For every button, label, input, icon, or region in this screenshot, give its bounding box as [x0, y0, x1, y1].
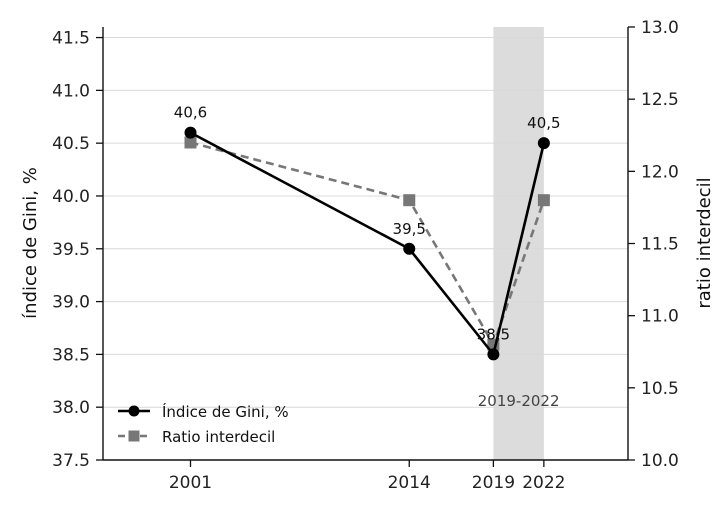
y-right-tick-label: 12.5 — [641, 90, 679, 110]
point-gini — [403, 242, 416, 255]
y-right-tick-label: 13.0 — [641, 18, 679, 38]
y-left-tick-label: 40.5 — [52, 134, 90, 154]
point-ratio — [537, 194, 550, 207]
y-right-tick-label: 10.5 — [641, 379, 679, 399]
x-tick-label: 2022 — [522, 473, 565, 493]
legend-label-ratio: Ratio interdecil — [162, 428, 275, 446]
series-line-gini — [189, 131, 546, 358]
point-gini — [537, 137, 550, 150]
legend-marker-gini — [128, 405, 140, 417]
y-left-tick-label: 41.5 — [52, 29, 90, 49]
x-tick-label: 2014 — [388, 473, 431, 493]
legend: Índice de Gini, % Ratio interdecil — [118, 402, 289, 446]
axis-ticks: 37.5 38.0 38.5 39.0 39.5 40.0 40.5 41.0 41.5 10.0… — [52, 18, 679, 493]
y-left-tick-label: 40.0 — [52, 187, 90, 207]
x-tick-label: 2019 — [472, 473, 515, 493]
y-left-tick-label: 39.0 — [52, 293, 90, 313]
legend-marker-ratio — [128, 430, 140, 442]
y-axis-right-title: ratio interdecil — [694, 177, 715, 308]
data-labels: 40,6 39,5 38,5 40,5 — [174, 104, 561, 344]
y-left-tick-label: 38.0 — [52, 398, 90, 418]
point-ratio — [403, 194, 416, 207]
data-label-gini: 38,5 — [477, 325, 510, 343]
point-gini — [184, 126, 197, 139]
series-line-ratio — [190, 141, 546, 348]
y-right-tick-label: 11.5 — [641, 235, 679, 255]
y-left-tick-label: 38.5 — [52, 345, 90, 365]
data-label-gini: 40,5 — [527, 114, 560, 132]
y-left-tick-label: 39.5 — [52, 240, 90, 260]
data-label-gini: 40,6 — [174, 104, 207, 122]
y-axis-left-title: índice de Gini, % — [20, 167, 41, 319]
shaded-region-label: 2019-2022 — [478, 392, 560, 410]
y-left-tick-label: 41.0 — [52, 81, 90, 101]
y-right-tick-label: 11.0 — [641, 307, 679, 327]
data-label-gini: 39,5 — [393, 220, 426, 238]
legend-label-gini: Índice de Gini, % — [162, 402, 289, 421]
point-ratio — [184, 136, 197, 149]
point-gini — [487, 348, 500, 361]
y-right-tick-label: 10.0 — [641, 451, 679, 471]
series-group — [184, 126, 550, 361]
x-tick-label: 2001 — [169, 473, 212, 493]
y-left-tick-label: 37.5 — [52, 451, 90, 471]
y-right-tick-label: 12.0 — [641, 162, 679, 182]
